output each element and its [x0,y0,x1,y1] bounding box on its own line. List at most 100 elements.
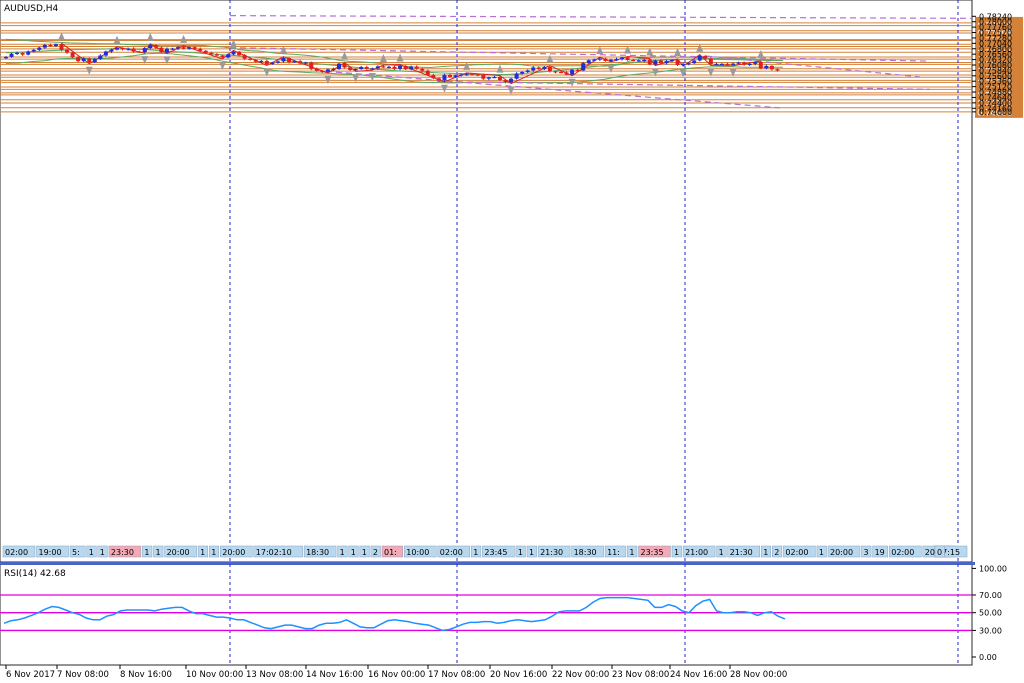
candle-body [492,76,497,79]
session-label: 3 [864,548,869,557]
fractal-up-marker [341,51,349,60]
session-label: 1 [518,548,523,557]
session-label-box [164,545,197,558]
session-label-box [108,545,142,558]
chart-title: AUDUSD,H4 [4,4,59,14]
price-tick-label: 0.75840 [979,66,1012,75]
session-label-box [482,545,515,558]
fractal-up-marker [463,61,471,70]
session-label: 10:00 [406,548,429,557]
candle-body [325,69,330,72]
fractal-up-marker [624,45,632,54]
candle-body [719,63,724,66]
session-label-box [716,545,727,558]
candle-body [575,69,580,71]
candle-body [470,74,475,76]
trendline [229,15,973,19]
candle-body [625,57,630,61]
candle-body [209,52,214,55]
candle-body [597,58,602,60]
price-tick-label: 0.75120 [979,83,1012,92]
candle-body [248,58,253,60]
session-label: 2 [373,548,378,557]
session-label: 18:30 [574,548,597,557]
candle-body [353,69,358,71]
session-label: 1 [89,548,94,557]
price-tick-label: 0.78240 [979,12,1012,21]
candle-body [581,63,586,71]
candle-body [292,61,297,63]
candle-body [642,59,647,62]
candle-body [309,62,314,69]
session-label: 1 [819,548,824,557]
session-label: 02:00 [5,548,28,557]
session-label: 17:02:10 [256,548,292,557]
session-label: 17:15 [937,548,960,557]
fractal-up-marker [496,64,504,73]
fractal-down-marker [352,74,360,83]
candle-body [164,48,169,53]
candle-body [631,60,636,62]
candle-body [214,54,219,56]
session-label-box [348,545,359,558]
session-label: 21:00 [685,548,708,557]
candle-body [542,67,547,70]
session-label-box [359,545,370,558]
session-label: 1 [674,548,679,557]
candle-body [731,63,736,65]
price-tick-label: 0.74400 [979,99,1012,108]
candle-body [264,60,269,65]
candle-body [436,78,441,81]
rsi-tick-label: 30.00 [979,626,1002,635]
candle-body [364,67,369,69]
session-label: 2 [774,548,779,557]
session-label: 1 [763,548,768,557]
candle-body [92,58,97,63]
candle-body [131,48,136,52]
time-tick-label: 28 Nov 00:00 [730,670,787,680]
session-label: 1 [340,548,345,557]
candle-body [203,50,208,53]
session-label-box [36,545,69,558]
candle-body [386,66,391,68]
price-tick-label: 0.77040 [979,39,1012,48]
candle-body [514,73,519,79]
candle-body [464,74,469,76]
session-label: 23:35 [641,548,664,557]
session-label: 20:00 [222,548,245,557]
candle-body [520,71,525,74]
candle-body [570,69,575,75]
candle-body [686,63,691,65]
candle-body [126,48,131,50]
session-label: 19:00 [39,548,62,557]
candle-body [653,60,658,65]
candle-body [547,67,552,72]
session-label-box [370,545,381,558]
price-tick-label: 0.78000 [979,18,1012,27]
candle-body [59,44,64,50]
fractal-down-marker [607,64,615,73]
candle-body [381,66,386,68]
candle-body [425,70,430,76]
session-label: 5: [72,548,80,557]
candle-body [564,72,569,75]
session-label: 1 [144,548,149,557]
candle-body [647,59,652,65]
candle-body [747,63,752,66]
session-label-box [197,545,208,558]
candle-body [708,58,713,65]
candle-body [448,74,452,77]
candle-body [148,45,153,49]
price-tick-label: 0.77760 [979,23,1012,32]
session-label: 21:30 [730,548,753,557]
session-label: 02:00 [440,548,463,557]
candle-body [31,49,36,52]
session-label-box [526,545,537,558]
fractal-down-marker [679,69,687,78]
fractal-up-marker [646,47,654,56]
candle-body [475,74,480,76]
candle-body [697,55,702,61]
price-tick-label: 0.74880 [979,88,1012,97]
fractal-up-marker [146,32,154,41]
